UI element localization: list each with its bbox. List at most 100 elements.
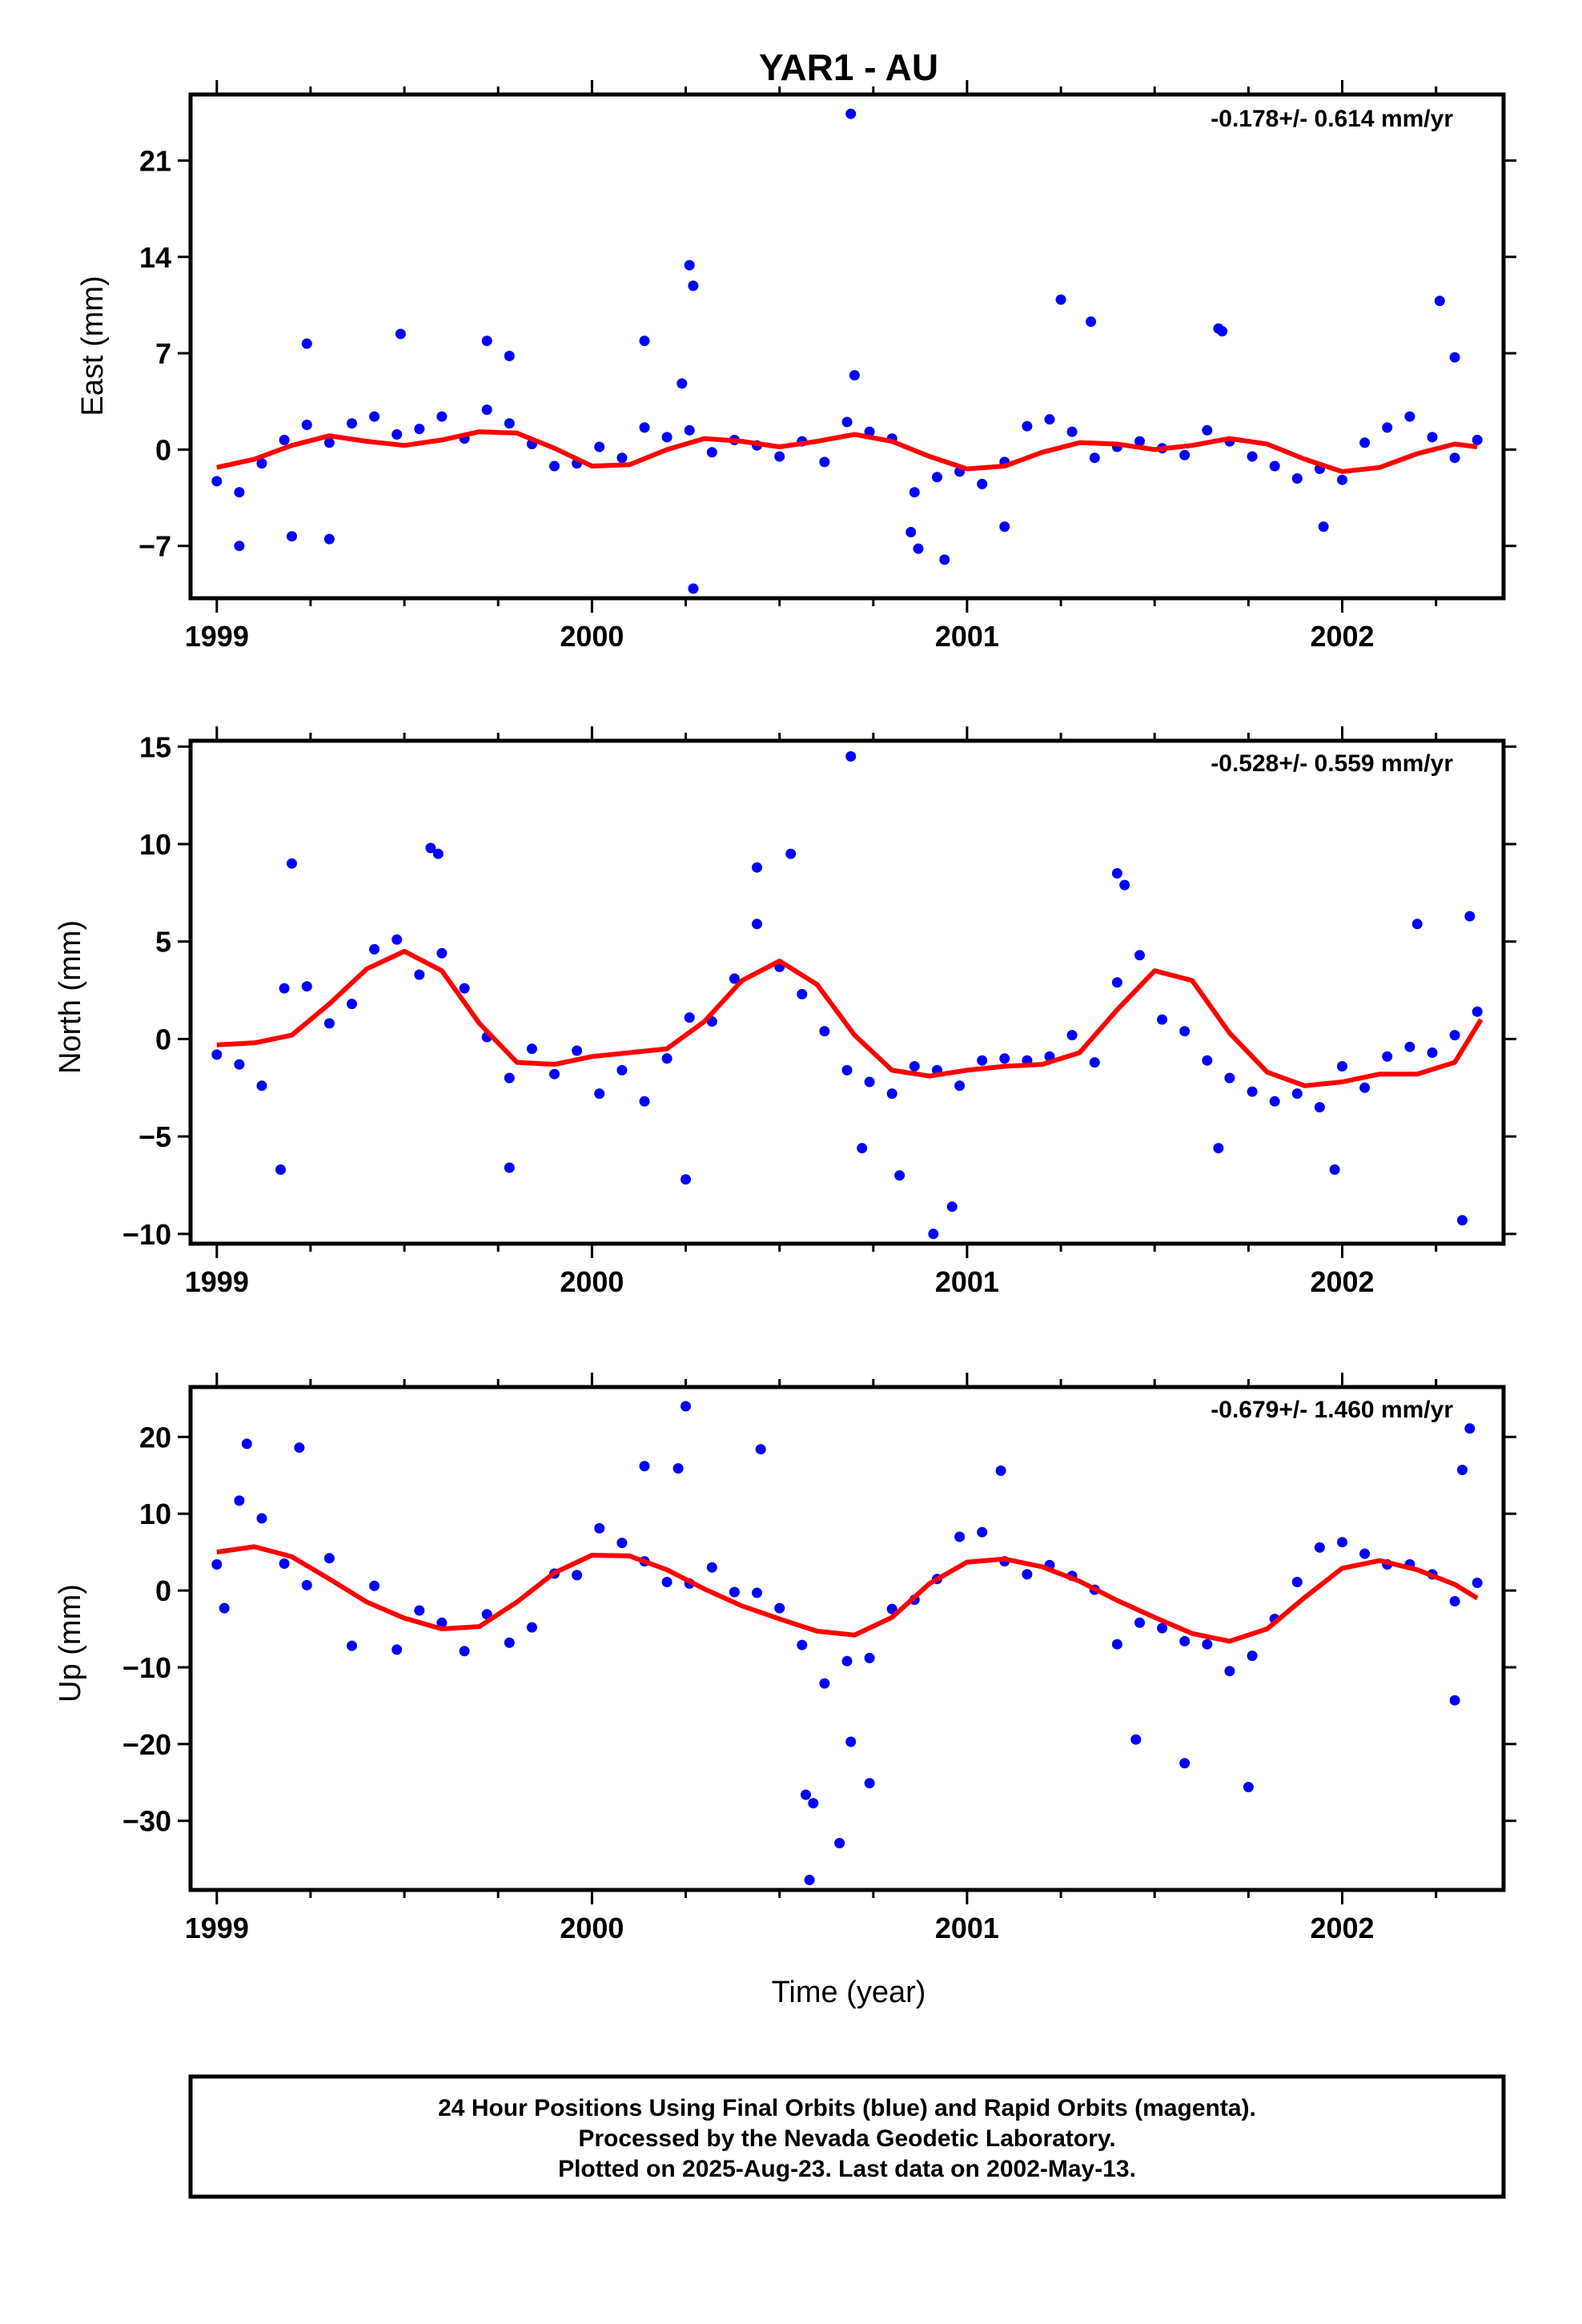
east-data-point <box>1202 424 1213 436</box>
north-data-point <box>572 1045 583 1056</box>
east-data-point <box>1404 411 1415 422</box>
north-data-point <box>1247 1086 1258 1097</box>
north-rate-label: -0.528+/- 0.559 mm/yr <box>1211 750 1453 777</box>
up-data-point <box>661 1577 673 1587</box>
north-data-point <box>1224 1072 1235 1084</box>
east-plot-frame <box>188 92 1506 601</box>
east-data-point <box>1217 326 1228 337</box>
up-y-tick-label: 10 <box>139 1498 171 1530</box>
north-data-point <box>549 1068 560 1080</box>
east-data-point <box>1472 434 1483 445</box>
north-data-point <box>857 1143 868 1154</box>
up-data-point <box>234 1495 245 1506</box>
up-data-point <box>845 1736 857 1747</box>
up-data-point <box>504 1637 515 1648</box>
north-data-point <box>894 1170 905 1181</box>
north-data-point <box>946 1201 958 1212</box>
up-data-point <box>995 1466 1006 1476</box>
east-data-point <box>616 452 628 464</box>
north-data-point <box>526 1043 537 1055</box>
up-data-point <box>1157 1622 1168 1634</box>
up-data-point <box>1111 1638 1122 1650</box>
north-data-point <box>436 947 448 959</box>
east-data-point <box>504 351 515 361</box>
north-data-point <box>1411 919 1423 930</box>
east-data-point <box>414 424 425 435</box>
north-data-point <box>275 1164 286 1175</box>
up-data-point <box>414 1605 425 1616</box>
north-x-tick-label: 2001 <box>935 1265 999 1298</box>
north-data-point <box>459 983 470 994</box>
north-data-point <box>211 1049 223 1060</box>
up-data-point <box>1134 1617 1145 1628</box>
up-data-point <box>323 1553 335 1564</box>
east-data-point <box>301 338 312 349</box>
north-data-point <box>864 1076 875 1088</box>
up-y-axis-label: Up (mm) <box>54 1584 87 1703</box>
north-data-point <box>391 934 403 945</box>
up-data-point <box>808 1798 819 1809</box>
north-data-point <box>1314 1102 1325 1113</box>
east-data-point <box>279 434 290 445</box>
east-data-point <box>391 429 403 440</box>
chart-title: YAR1 - AU <box>759 46 938 88</box>
up-data-point <box>1130 1734 1142 1745</box>
up-y-tick-label: 0 <box>155 1574 171 1607</box>
up-data-point <box>729 1586 740 1598</box>
east-data-point <box>684 259 695 271</box>
north-data-point <box>1427 1047 1438 1058</box>
east-data-point <box>905 527 917 537</box>
up-data-point <box>1472 1578 1483 1588</box>
east-data-point <box>932 472 942 483</box>
north-data-point <box>886 1088 897 1100</box>
east-data-point <box>504 418 515 429</box>
east-y-tick-label: 14 <box>139 241 171 274</box>
east-data-point <box>913 543 924 554</box>
north-data-point <box>999 1053 1010 1064</box>
north-data-point <box>752 919 762 930</box>
east-y-axis-label: East (mm) <box>76 275 110 416</box>
north-y-tick-label: 10 <box>139 828 171 861</box>
north-data-point <box>785 848 797 859</box>
up-data-point <box>241 1438 252 1449</box>
east-data-point <box>323 437 335 448</box>
up-data-point <box>594 1522 605 1534</box>
north-data-point <box>1179 1026 1191 1037</box>
up-data-point <box>774 1602 785 1614</box>
up-data-point <box>864 1652 875 1663</box>
north-x-tick-label: 2002 <box>1310 1265 1374 1298</box>
up-data-point <box>864 1778 875 1789</box>
east-x-tick-label: 2002 <box>1310 620 1374 653</box>
north-data-point <box>928 1228 939 1240</box>
up-rate-label: -0.679+/- 1.460 mm/yr <box>1211 1397 1453 1423</box>
east-y-tick-label: 21 <box>139 145 171 178</box>
east-data-point <box>639 336 650 347</box>
up-data-point <box>977 1526 988 1538</box>
north-data-point <box>1382 1051 1393 1062</box>
east-data-point <box>684 424 695 436</box>
east-data-point <box>688 280 699 292</box>
north-y-tick-label: 15 <box>139 730 171 763</box>
north-data-point <box>504 1162 515 1173</box>
east-data-point <box>1134 436 1145 447</box>
north-data-point <box>1359 1082 1371 1093</box>
north-data-point <box>1329 1164 1340 1175</box>
footer-line-3: Plotted on 2025-Aug-23. Last data on 200… <box>558 2156 1136 2182</box>
north-data-point <box>1291 1088 1303 1100</box>
north-data-point <box>256 1080 267 1092</box>
north-data-point <box>729 973 740 984</box>
east-data-point <box>1434 296 1445 307</box>
up-data-point <box>1224 1666 1235 1677</box>
east-data-point <box>1247 451 1258 462</box>
east-data-point <box>677 378 688 389</box>
east-data-point <box>819 456 830 468</box>
up-data-point <box>752 1587 762 1598</box>
up-y-tick-label: −30 <box>122 1805 171 1838</box>
east-data-point <box>706 447 717 458</box>
up-data-point <box>755 1444 766 1455</box>
north-y-tick-label: −5 <box>139 1120 171 1153</box>
up-data-point <box>841 1655 853 1667</box>
north-data-point <box>1202 1055 1213 1066</box>
east-rate-label: -0.178+/- 0.614 mm/yr <box>1211 106 1453 132</box>
